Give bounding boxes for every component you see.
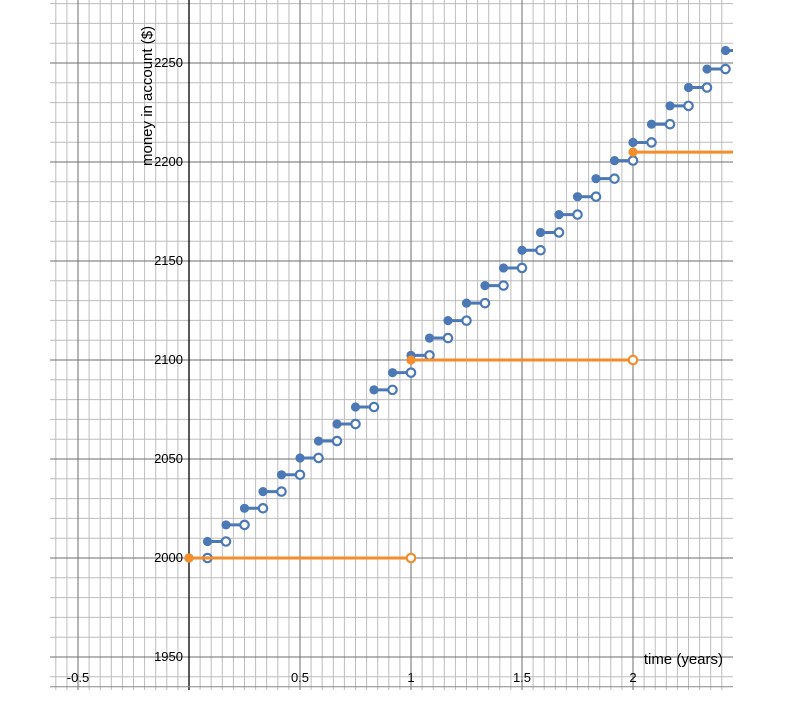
step-start-point xyxy=(184,553,194,563)
step-start-point xyxy=(406,355,416,365)
step-start-point xyxy=(332,419,342,429)
step-end-point xyxy=(553,227,565,238)
step-end-point xyxy=(683,100,694,112)
series-annual xyxy=(184,147,733,564)
step-start-point xyxy=(665,101,675,111)
y-tick-label: 2250 xyxy=(154,55,183,70)
step-end-point xyxy=(609,173,620,184)
step-start-point xyxy=(313,436,324,446)
series-monthly xyxy=(184,45,733,564)
x-tick-label: 2 xyxy=(629,670,636,685)
step-end-point xyxy=(664,118,676,130)
step-end-point xyxy=(220,536,232,547)
step-start-point xyxy=(517,245,527,255)
x-tick-label: 0.5 xyxy=(291,670,309,685)
step-end-point xyxy=(257,503,269,514)
y-tick-label: 2150 xyxy=(154,253,183,268)
step-start-point xyxy=(221,520,231,530)
step-start-point xyxy=(702,64,712,74)
step-start-point xyxy=(258,486,268,497)
step-end-point xyxy=(276,486,287,497)
step-end-point xyxy=(405,552,417,564)
step-end-point xyxy=(627,155,639,166)
step-start-point xyxy=(609,155,620,166)
step-end-point xyxy=(627,354,639,366)
step-start-point xyxy=(276,470,287,480)
step-end-point xyxy=(572,209,583,220)
step-start-point xyxy=(295,453,305,463)
step-end-point xyxy=(479,297,491,309)
grid-minor xyxy=(50,0,733,690)
step-start-point xyxy=(461,298,472,308)
step-end-point xyxy=(424,350,435,361)
step-start-point xyxy=(554,210,564,220)
tick-labels: -0.5 0.5 1 1.5 2 1950 2000 2050 2100 2150 2200 2250 xyxy=(67,55,637,685)
x-tick-label: 1 xyxy=(407,670,414,685)
step-end-point xyxy=(239,519,250,531)
step-end-point xyxy=(516,262,528,274)
y-tick-label: 2200 xyxy=(154,154,183,169)
step-end-point xyxy=(331,435,343,447)
step-end-point xyxy=(442,332,454,344)
step-end-point xyxy=(646,137,657,148)
step-start-point xyxy=(628,147,638,157)
y-tick-label: 2000 xyxy=(154,550,183,565)
step-end-point xyxy=(720,63,731,75)
x-tick-label: 1.5 xyxy=(513,670,531,685)
step-start-point xyxy=(443,316,453,326)
step-start-point xyxy=(498,263,509,273)
step-end-point xyxy=(498,280,509,291)
y-axis-label: money in account ($) xyxy=(139,26,156,166)
step-end-point xyxy=(387,384,398,396)
step-start-point xyxy=(480,280,490,291)
x-axis-label: time (years) xyxy=(644,651,723,668)
y-tick-label: 2100 xyxy=(154,352,183,367)
step-start-point xyxy=(646,119,657,129)
step-start-point xyxy=(535,227,546,238)
y-tick-label: 1950 xyxy=(154,649,183,664)
step-end-point xyxy=(461,315,472,326)
step-end-point xyxy=(350,418,361,430)
step-start-point xyxy=(628,137,638,148)
step-start-point xyxy=(350,402,361,412)
step-start-point xyxy=(720,45,731,56)
step-start-point xyxy=(369,385,379,395)
step-end-point xyxy=(535,244,546,256)
step-end-point xyxy=(294,469,306,481)
step-end-point xyxy=(313,452,324,464)
step-start-point xyxy=(683,82,694,93)
step-end-point xyxy=(701,82,713,93)
step-end-point xyxy=(368,401,380,413)
step-end-point xyxy=(405,367,417,378)
step-start-point xyxy=(239,503,250,513)
step-start-point xyxy=(387,368,398,378)
x-tick-label: -0.5 xyxy=(67,670,89,685)
y-tick-label: 2050 xyxy=(154,451,183,466)
step-start-point xyxy=(424,333,435,343)
step-start-point xyxy=(202,536,213,547)
axes xyxy=(50,0,733,690)
step-start-point xyxy=(572,192,583,202)
step-end-point xyxy=(590,191,602,202)
series-layer xyxy=(184,45,733,564)
step-start-point xyxy=(591,174,601,184)
